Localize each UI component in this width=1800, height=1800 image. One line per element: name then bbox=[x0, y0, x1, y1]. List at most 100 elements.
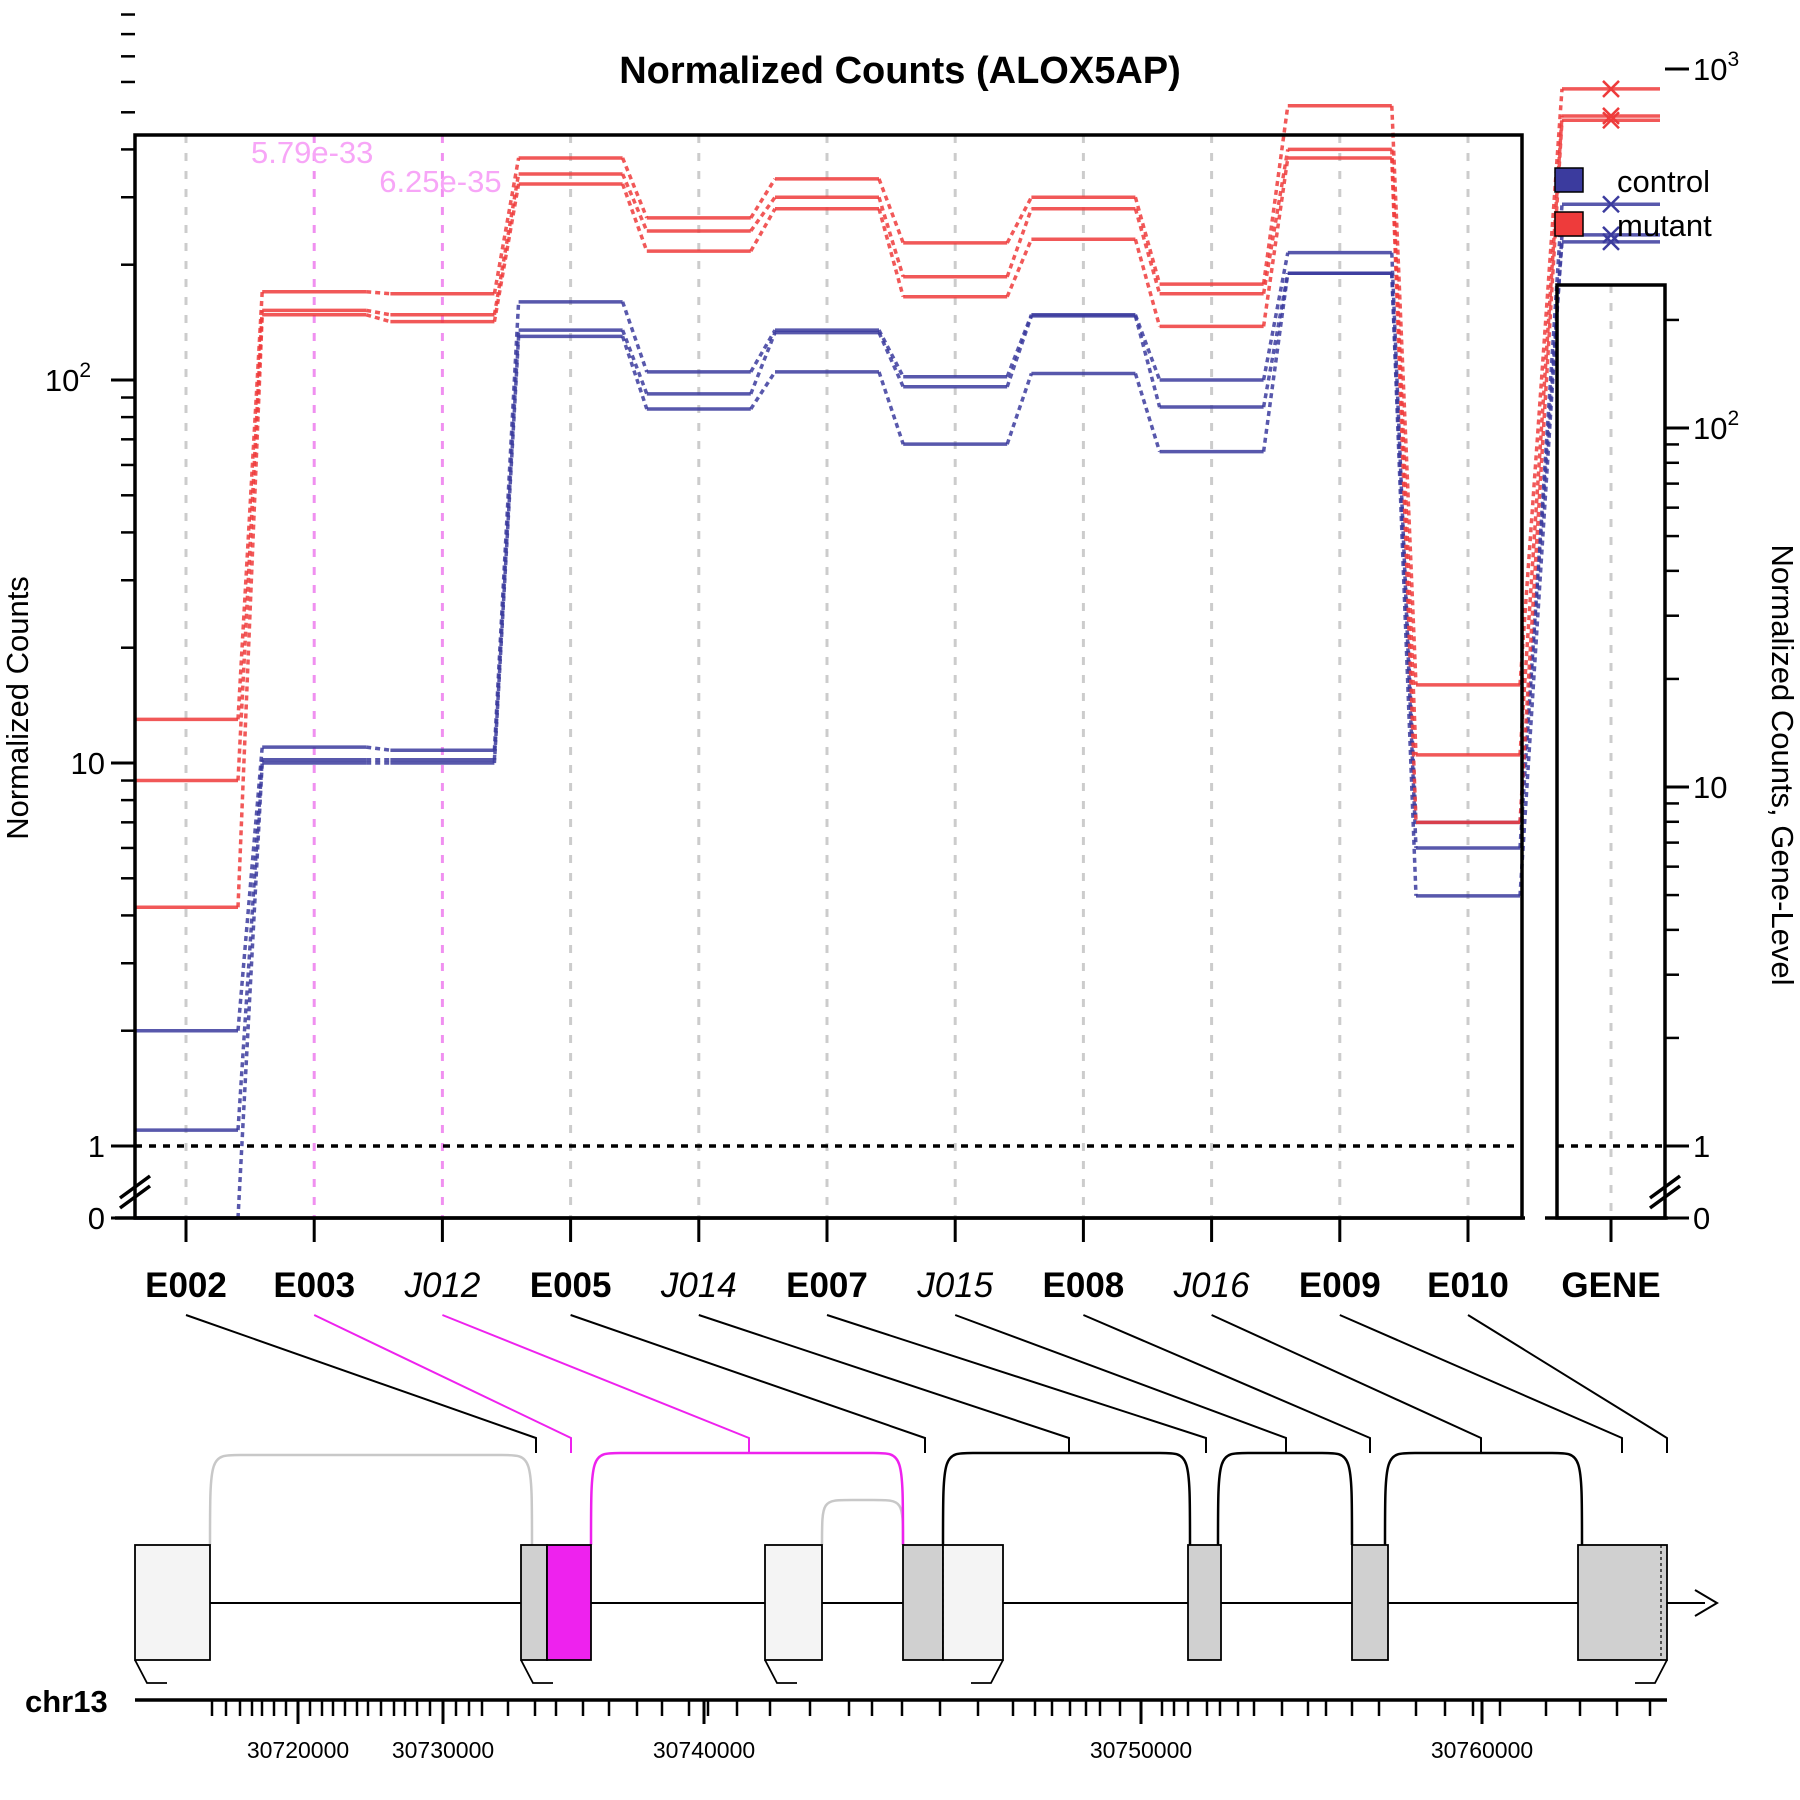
genome-coordinate-label: 30750000 bbox=[1090, 1737, 1192, 1763]
data-connector bbox=[620, 301, 649, 373]
connector-line bbox=[185, 1314, 537, 1453]
legend: control mutant bbox=[1554, 164, 1712, 243]
y-tick-exponent: 2 bbox=[79, 359, 91, 382]
data-connector bbox=[1133, 238, 1162, 327]
data-connector bbox=[1261, 157, 1290, 327]
x-category-label: J012 bbox=[403, 1266, 480, 1305]
data-connector bbox=[1133, 315, 1162, 408]
strand-arrow-icon bbox=[1694, 1589, 1719, 1617]
data-connector bbox=[749, 196, 777, 232]
connector-line bbox=[1339, 1314, 1623, 1453]
y-tick-label: 10 bbox=[71, 746, 105, 781]
data-connector bbox=[1261, 252, 1290, 381]
data-connector bbox=[1133, 196, 1162, 285]
data-connector bbox=[492, 173, 521, 316]
transcript-bracket bbox=[134, 1659, 167, 1684]
data-connector bbox=[877, 329, 905, 378]
data-connector bbox=[749, 207, 777, 253]
connector-line bbox=[570, 1314, 926, 1453]
gene-y-tick-label: 0 bbox=[1693, 1201, 1710, 1236]
exon-box-highlight bbox=[546, 1544, 592, 1661]
gene-connector bbox=[1518, 241, 1564, 823]
connector-line bbox=[1083, 1314, 1371, 1453]
series-control-2 bbox=[134, 241, 1564, 1220]
data-connector bbox=[1005, 208, 1034, 278]
data-connector bbox=[236, 310, 264, 781]
gene-y-tick-base: 10 bbox=[1693, 770, 1727, 805]
x-category-label: J016 bbox=[1173, 1266, 1250, 1305]
exon-box bbox=[1187, 1544, 1222, 1661]
gene-level-marker bbox=[1602, 195, 1620, 214]
genome-coordinate-label: 30720000 bbox=[247, 1737, 349, 1763]
data-connector bbox=[1133, 208, 1162, 295]
data-connector bbox=[620, 329, 649, 395]
y-tick-base: 1 bbox=[88, 1129, 105, 1164]
legend-label-control: control bbox=[1617, 164, 1710, 199]
data-connector bbox=[1390, 273, 1418, 823]
data-connector bbox=[365, 313, 391, 324]
gene-level-marker bbox=[1602, 80, 1620, 98]
x-category-label: E005 bbox=[530, 1266, 612, 1305]
data-connector bbox=[1390, 105, 1418, 685]
transcript-bracket bbox=[1635, 1659, 1668, 1684]
data-connector bbox=[1390, 252, 1418, 849]
series-mutant-5 bbox=[134, 120, 1564, 910]
transcript-bracket bbox=[971, 1659, 1004, 1684]
exon-box-transcript bbox=[134, 1544, 211, 1661]
gene-level-marker bbox=[1602, 232, 1620, 251]
data-connector bbox=[1005, 196, 1033, 244]
x-category-label: J015 bbox=[916, 1266, 993, 1305]
y-tick-label: 1 bbox=[88, 1129, 105, 1164]
junction-arc bbox=[1383, 1451, 1584, 1546]
data-connector bbox=[877, 178, 905, 244]
gene-y-tick-base: 1 bbox=[1693, 1129, 1710, 1164]
data-connector bbox=[492, 157, 521, 295]
junction-arc-novel bbox=[820, 1498, 905, 1546]
gene-y-tick-label: 102 bbox=[1693, 407, 1739, 446]
axis-break-mark bbox=[118, 1174, 152, 1200]
gene-y-tick-label: 103 bbox=[1693, 48, 1739, 87]
gene-level-marker bbox=[1602, 111, 1620, 130]
chromosome-label: chr13 bbox=[25, 1684, 108, 1719]
legend-label-mutant: mutant bbox=[1617, 208, 1712, 243]
y-tick-label: 0 bbox=[88, 1201, 105, 1236]
data-connector bbox=[1390, 157, 1418, 823]
x-category-label: E009 bbox=[1299, 1266, 1381, 1305]
genome-coordinate-label: 30730000 bbox=[392, 1737, 494, 1763]
transcript-bracket bbox=[764, 1659, 797, 1684]
x-category-label: E010 bbox=[1427, 1266, 1509, 1305]
connector-line bbox=[1467, 1314, 1668, 1453]
data-connector bbox=[1005, 238, 1034, 298]
junction-arc bbox=[1216, 1451, 1354, 1546]
data-connector bbox=[749, 370, 777, 410]
y-tick-label: 102 bbox=[45, 359, 91, 398]
data-connector bbox=[1261, 105, 1290, 285]
series-mutant-3 bbox=[134, 88, 1564, 722]
data-connector bbox=[1261, 149, 1290, 294]
data-connector bbox=[877, 371, 905, 445]
y-tick-base: 10 bbox=[45, 363, 79, 398]
genome-coordinate-label: 30760000 bbox=[1431, 1737, 1533, 1763]
legend-swatch-control bbox=[1554, 167, 1584, 193]
data-connector bbox=[1005, 372, 1034, 445]
transcript-bracket bbox=[520, 1659, 553, 1684]
data-connector bbox=[620, 183, 649, 252]
exon-box-transcript bbox=[942, 1544, 1004, 1661]
gene-x-label: GENE bbox=[1561, 1266, 1660, 1305]
gene-connector bbox=[1518, 120, 1564, 823]
data-connector bbox=[365, 308, 391, 317]
x-axis-labels: E002 E003 J012 E005 J014 E007 J015 E008 J016 E009… bbox=[115, 1216, 1668, 1305]
gene-y-tick-label: 10 bbox=[1693, 770, 1727, 805]
axis-break-mark bbox=[118, 1184, 152, 1210]
series-control-1 bbox=[134, 234, 1564, 1132]
data-connector bbox=[1261, 272, 1290, 408]
connector-line bbox=[1211, 1314, 1482, 1453]
exon-box bbox=[1351, 1544, 1389, 1661]
series-control-0 bbox=[134, 204, 1564, 1033]
series-mutant-4 bbox=[134, 115, 1564, 783]
connector-line bbox=[313, 1314, 572, 1453]
data-connector bbox=[749, 329, 777, 373]
data-connector bbox=[620, 157, 649, 219]
gene-y-tick-base: 10 bbox=[1693, 52, 1727, 87]
